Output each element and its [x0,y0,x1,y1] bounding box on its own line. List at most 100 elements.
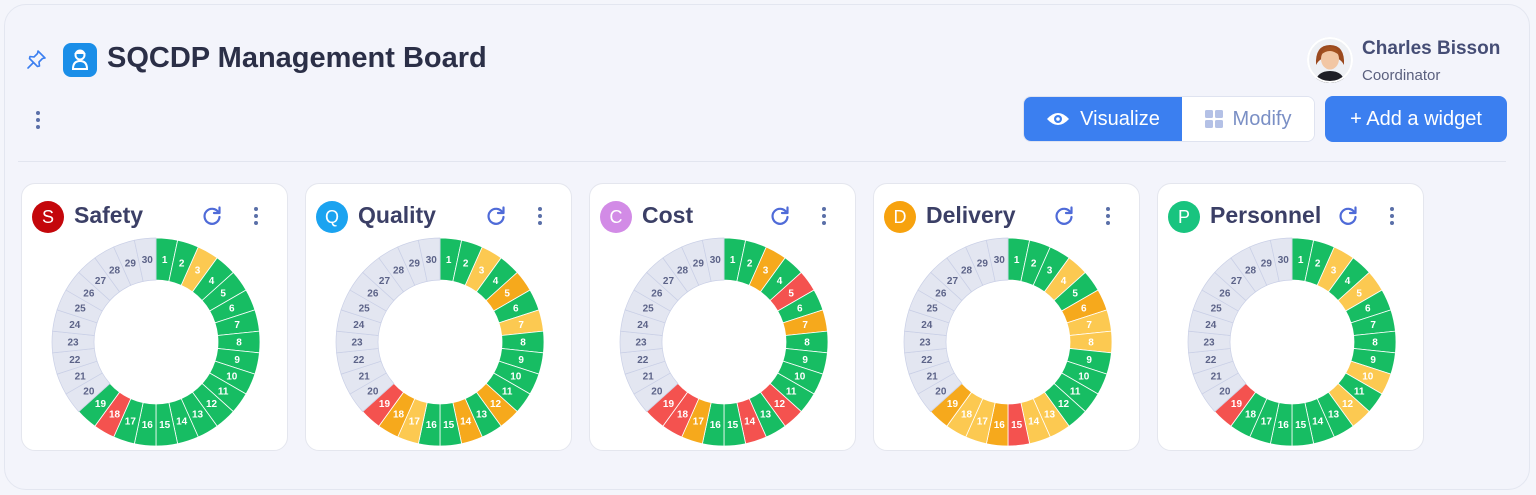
day-label: 27 [95,276,107,287]
day-donut-chart: 1 234567891011121314151617181920212223242… [51,237,261,447]
vertical-dots-icon[interactable] [248,204,264,228]
vertical-dots-icon[interactable] [816,204,832,228]
day-label: 4 [777,276,783,287]
day-label: 17 [1261,416,1273,427]
day-label: 26 [651,289,663,300]
widget-card-safety: S Safety 1 2 3 4 5 6 7 8 9 10 11 12 13 14 15 16 17 18 19 20 21… [21,183,288,451]
day-label: 14 [460,416,472,427]
day-label: 24 [69,320,81,331]
day-label: 7 [1086,320,1092,331]
day-label: 23 [351,338,363,349]
day-label: 26 [1219,289,1231,300]
day-label: 15 [1011,420,1023,431]
refresh-icon[interactable] [1336,204,1360,228]
day-label: 10 [1078,371,1090,382]
day-label: 16 [1278,420,1290,431]
modify-button[interactable]: Modify [1182,97,1314,141]
day-label: 5 [1072,289,1078,300]
day-label: 17 [125,416,137,427]
day-label: 3 [763,266,769,277]
day-label: 14 [176,416,188,427]
day-label: 4 [1061,276,1067,287]
day-label: 3 [479,266,485,277]
day-label: 22 [69,355,81,366]
widget-card-quality: Q Quality 1 2 3 4 5 6 7 8 9 10 11 12 13 14 15 16 17 18 19 20 2… [305,183,572,451]
day-label: 6 [1081,304,1087,315]
avatar[interactable] [1307,37,1353,83]
day-label: 4 [209,276,215,287]
day-label: 12 [774,399,786,410]
day-donut-chart: 1 234567891011121314151617181920212223242… [619,237,829,447]
vertical-dots-icon[interactable] [532,204,548,228]
day-segment[interactable] [1269,237,1293,282]
day-label: 2 [179,259,185,270]
day-donut-chart: 1 234567891011121314151617181920212223242… [903,237,1113,447]
day-label: 9 [1370,355,1376,366]
day-label: 25 [1211,304,1223,315]
add-widget-button[interactable]: + Add a widget [1325,96,1507,142]
day-donut-chart: 1 234567891011121314151617181920212223242… [335,237,545,447]
widget-title: Safety [74,202,144,228]
day-label: 5 [220,289,226,300]
day-label: 6 [513,304,519,315]
day-label: 14 [1312,416,1324,427]
day-label: 19 [1231,399,1243,410]
day-label: 11 [1354,386,1365,397]
widget-title: Personnel [1210,202,1322,228]
day-label: 11 [502,386,513,397]
day-label: 29 [125,259,137,270]
day-label: 20 [935,386,947,397]
refresh-icon[interactable] [484,204,508,228]
day-label: 24 [637,320,649,331]
day-segment[interactable] [701,237,725,282]
day-label: 28 [677,266,689,277]
day-segment[interactable] [417,237,441,282]
day-label: 1 [730,255,736,266]
vertical-dots-icon[interactable] [1100,204,1116,228]
day-label: 27 [1231,276,1243,287]
day-label: 5 [788,289,794,300]
day-label: 8 [1372,338,1378,349]
day-label: 27 [379,276,391,287]
day-label: 11 [786,386,797,397]
user-role: Coordinator [1362,67,1441,84]
day-donut-chart: 1 234567891011121314151617181920212223242… [1187,237,1397,447]
day-label: 20 [83,386,95,397]
vertical-dots-icon[interactable] [1384,204,1400,228]
day-segment[interactable] [985,237,1009,282]
worker-icon [63,43,97,77]
day-label: 11 [1070,386,1081,397]
day-label: 5 [1356,289,1362,300]
day-label: 9 [518,355,524,366]
day-label: 10 [510,371,522,382]
day-segment[interactable] [133,237,157,282]
day-label: 3 [195,266,201,277]
day-label: 2 [1315,259,1321,270]
day-label: 15 [727,420,739,431]
modify-label: Modify [1232,107,1292,130]
refresh-icon[interactable] [768,204,792,228]
vertical-dots-icon[interactable] [30,108,46,132]
visualize-button[interactable]: Visualize [1024,97,1182,141]
day-label: 17 [977,416,989,427]
day-label: 29 [409,259,421,270]
day-label: 9 [234,355,240,366]
day-label: 23 [1203,338,1215,349]
day-label: 30 [142,255,154,266]
day-label: 15 [159,420,171,431]
day-label: 22 [921,355,933,366]
pin-icon[interactable] [24,48,48,72]
day-label: 1 [1298,255,1304,266]
refresh-icon[interactable] [1052,204,1076,228]
day-label: 1 [162,255,168,266]
view-mode-toggle: Visualize Modify [1023,96,1315,142]
day-label: 8 [236,338,242,349]
day-label: 28 [1245,266,1257,277]
day-label: 12 [1342,399,1354,410]
day-label: 7 [802,320,808,331]
day-label: 1 [446,255,452,266]
refresh-icon[interactable] [200,204,224,228]
day-label: 25 [359,304,371,315]
day-label: 16 [142,420,154,431]
day-label: 27 [663,276,675,287]
